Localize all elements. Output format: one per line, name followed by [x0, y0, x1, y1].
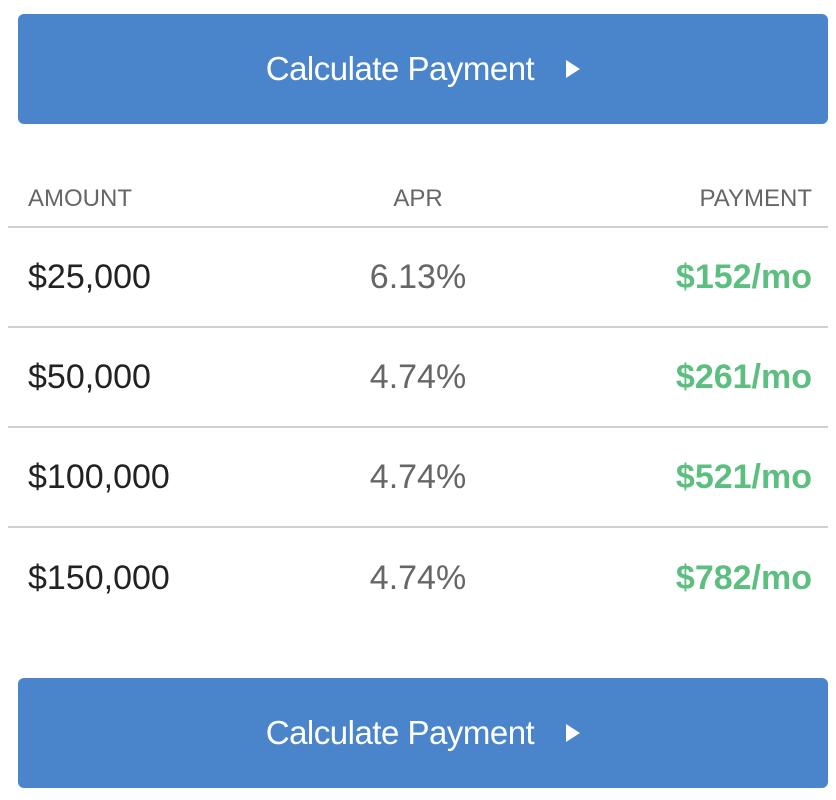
payment-cell: $152/mo [675, 257, 812, 296]
table-row: $25,000 6.13% $152/mo [8, 228, 828, 328]
table-row: $50,000 4.74% $261/mo [8, 328, 828, 428]
play-triangle-icon [566, 60, 581, 78]
table-header: AMOUNT APR PAYMENT [8, 172, 828, 228]
calculate-payment-button[interactable]: Calculate Payment [18, 14, 828, 124]
payment-table: AMOUNT APR PAYMENT $25,000 6.13% $152/mo… [8, 172, 828, 628]
payment-cell: $261/mo [675, 357, 812, 396]
amount-cell: $50,000 [28, 357, 151, 396]
calculate-payment-button-bottom[interactable]: Calculate Payment [18, 678, 828, 788]
payment-cell: $782/mo [675, 558, 812, 597]
header-payment: PAYMENT [699, 185, 812, 212]
play-triangle-icon [566, 724, 581, 742]
apr-cell: 4.74% [369, 558, 467, 597]
button-label: Calculate Payment [265, 50, 535, 87]
amount-cell: $150,000 [28, 558, 170, 597]
apr-cell: 4.74% [369, 457, 467, 496]
button-label: Calculate Payment [265, 714, 535, 751]
apr-cell: 4.74% [369, 357, 467, 396]
apr-cell: 6.13% [369, 257, 467, 296]
amount-cell: $25,000 [28, 257, 151, 296]
amount-cell: $100,000 [28, 457, 170, 496]
header-apr: APR [393, 185, 443, 212]
table-row: $100,000 4.74% $521/mo [8, 428, 828, 528]
payment-cell: $521/mo [675, 457, 812, 496]
header-amount: AMOUNT [28, 185, 132, 212]
table-row: $150,000 4.74% $782/mo [8, 528, 828, 628]
